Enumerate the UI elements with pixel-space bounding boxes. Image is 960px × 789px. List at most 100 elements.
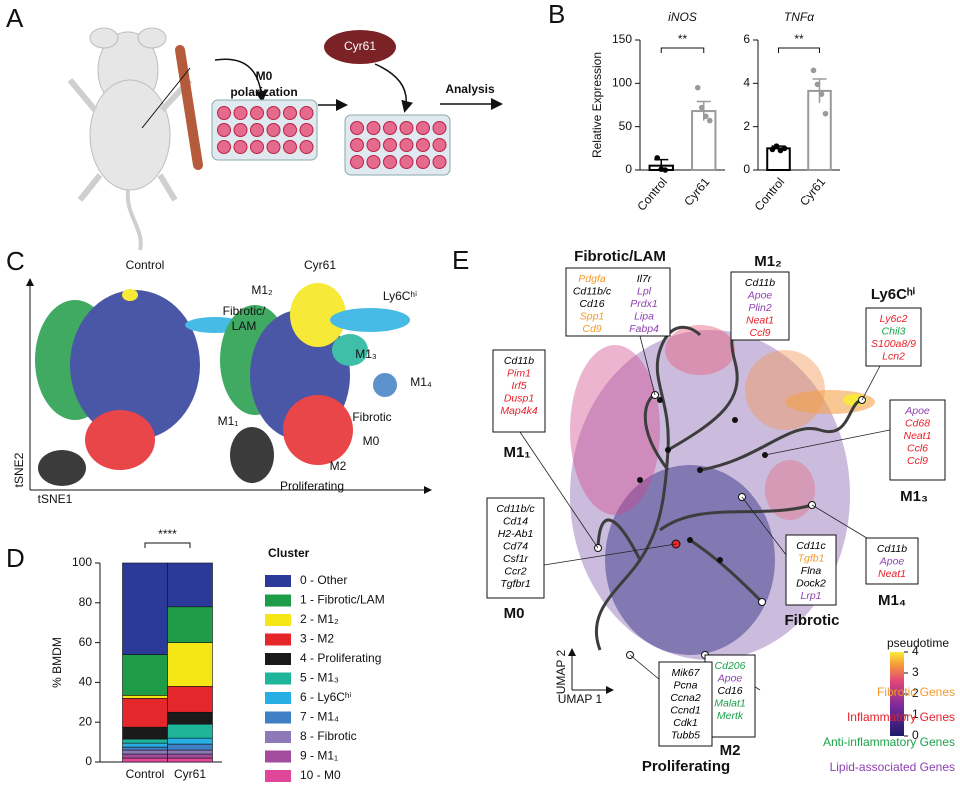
well <box>383 155 397 169</box>
gene: Tgfb1 <box>798 552 825 564</box>
gene: Pcna <box>674 679 698 691</box>
legend-swatch <box>265 750 291 763</box>
bar-segment <box>122 746 168 751</box>
axis-label: tSNE2 <box>12 452 26 487</box>
legend-swatch <box>265 770 291 782</box>
well <box>217 106 231 120</box>
gene: Flna <box>801 565 822 577</box>
bar-segment <box>122 698 168 728</box>
significance-bracket <box>144 542 191 548</box>
bar-segment <box>167 642 213 687</box>
box-title: M1₁ <box>503 444 530 461</box>
gene: S100a8/9 <box>871 338 916 350</box>
tsne-clusters <box>35 283 410 486</box>
x-tick-label: Cyr61 <box>174 767 206 781</box>
data-point <box>706 117 713 124</box>
gene: Mertk <box>717 710 744 722</box>
gene: Prdx1 <box>630 298 657 310</box>
y-tick-label: 4 <box>743 76 750 90</box>
gene: Cd68 <box>905 417 930 429</box>
legend-swatch <box>265 653 291 665</box>
well <box>399 138 414 152</box>
data-point <box>781 145 788 152</box>
gene-box <box>865 537 919 585</box>
significance-bracket <box>778 47 820 53</box>
data-point <box>773 143 780 149</box>
gene: Chil3 <box>882 325 906 337</box>
gene: Ccl6 <box>907 442 928 454</box>
well <box>266 106 281 120</box>
gene-box <box>658 661 713 747</box>
well <box>217 140 231 154</box>
step-label: M0 <box>256 69 273 83</box>
gene: Il7r <box>637 273 652 285</box>
gene-legend-label: Anti-inflammatory Genes <box>823 735 955 749</box>
legend-title: Cluster <box>268 546 310 560</box>
legend-label: 6 - Ly6Cʰⁱ <box>300 690 352 704</box>
step-label: polarization <box>230 85 297 99</box>
chart-title: TNFα <box>784 10 815 24</box>
well <box>366 121 381 135</box>
well <box>350 155 364 169</box>
gene: Malat1 <box>714 697 746 709</box>
well <box>299 140 314 154</box>
box-title: Fibrotic/LAM <box>574 248 666 265</box>
leader-line <box>639 335 656 396</box>
y-tick-label: 0 <box>743 162 750 176</box>
colorbar <box>890 652 904 736</box>
x-tick-label: Control <box>634 175 670 214</box>
box-title: M1₂ <box>754 253 782 270</box>
cluster-label: Proliferating <box>280 479 344 493</box>
well <box>383 121 397 135</box>
gene: Ccl9 <box>907 455 928 467</box>
x-tick-label: Control <box>126 767 165 781</box>
leader-line <box>629 654 661 681</box>
colorbar-tick-label: 4 <box>912 644 919 658</box>
data-point <box>818 91 825 97</box>
significance: ** <box>678 32 688 46</box>
x-tick-label: Cyr61 <box>797 175 829 209</box>
data-point <box>694 84 701 91</box>
gene: Lrp1 <box>800 590 821 602</box>
colorbar-tick-label: 1 <box>912 707 919 721</box>
gene: Apoe <box>717 672 743 684</box>
well <box>432 121 447 135</box>
bar-segment <box>167 737 213 745</box>
legend-label: 0 - Other <box>300 573 347 587</box>
box-title: M2 <box>720 742 741 759</box>
gene: Cd74 <box>503 540 528 552</box>
gene: Cd11b <box>504 355 534 367</box>
legend-swatch <box>265 711 291 724</box>
gene: Tgfbr1 <box>500 578 530 590</box>
gene-legend-label: Fibrotic Genes <box>877 685 955 699</box>
legend-swatch <box>265 575 291 587</box>
colorbar-tick-label: 0 <box>912 728 919 742</box>
panel-label: E <box>452 245 469 275</box>
box-title: M1₄ <box>878 592 906 609</box>
gene: Cd11b/c <box>573 285 612 297</box>
gene-box <box>565 267 671 337</box>
well <box>233 106 248 120</box>
plate <box>344 114 451 176</box>
well <box>366 138 381 152</box>
gene: Cd11b/c <box>496 503 535 515</box>
leader-line <box>764 429 891 456</box>
gene: Mik67 <box>671 667 700 679</box>
well <box>217 123 231 137</box>
data-point <box>698 104 705 111</box>
bar-segment <box>167 562 213 608</box>
y-tick-label: 150 <box>612 32 632 46</box>
gene-box <box>486 497 545 599</box>
bar-segment <box>122 562 168 655</box>
cluster-label: Fibrotic <box>352 410 391 424</box>
gene: Ccr2 <box>504 565 526 577</box>
cluster-label: M0 <box>363 434 380 448</box>
gene: Cd11b <box>745 277 775 289</box>
bar-segment <box>167 686 213 713</box>
gene: Apoe <box>747 289 773 301</box>
colorbar-tick-label: 3 <box>912 665 919 679</box>
y-tick-label: 60 <box>79 635 93 649</box>
legend-label: 2 - M1₂ <box>300 612 339 626</box>
gene: Cdk1 <box>673 717 698 729</box>
bar-segment <box>122 749 168 755</box>
